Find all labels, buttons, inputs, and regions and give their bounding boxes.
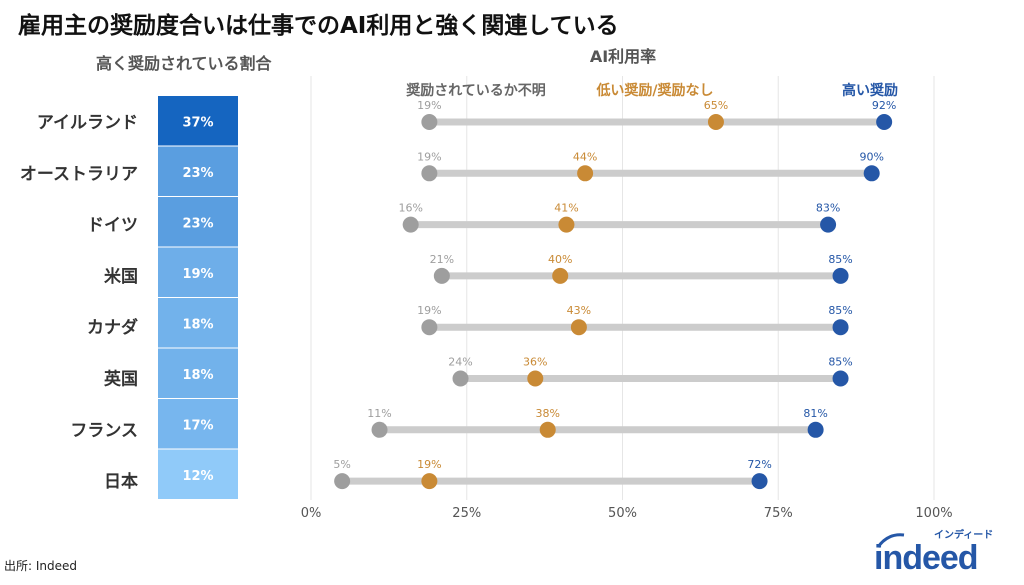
x-tick-label: 100%	[915, 506, 952, 521]
dot-label: 41%	[554, 202, 578, 215]
share-label: 17%	[182, 418, 213, 433]
share-label: 18%	[182, 317, 213, 332]
dot-unknown	[371, 421, 388, 438]
dot-label: 85%	[828, 304, 852, 317]
dot-unknown	[421, 319, 438, 336]
share-bar	[158, 348, 238, 398]
dot-low	[421, 473, 438, 490]
share-label: 19%	[182, 267, 213, 282]
dot-label: 65%	[704, 99, 728, 112]
svg-text:indeed: indeed	[874, 539, 978, 575]
dot-label: 16%	[398, 202, 422, 215]
dot-label: 21%	[430, 253, 454, 266]
left-panel-title: 高く奨励されている割合	[96, 54, 272, 73]
dot-unknown	[402, 216, 419, 233]
dot-unknown	[452, 370, 469, 387]
dot-high	[832, 267, 849, 284]
dot-low	[707, 114, 724, 130]
dot-unknown	[421, 165, 438, 182]
dot-label: 24%	[448, 356, 472, 369]
share-label: 23%	[182, 216, 213, 231]
share-bar	[158, 399, 238, 449]
legend-entry: 低い奨励/奨励なし	[595, 82, 713, 99]
category-label: カナダ	[87, 317, 138, 338]
dot-label: 72%	[747, 458, 771, 471]
dot-label: 36%	[523, 356, 547, 369]
dot-high	[820, 216, 837, 233]
dot-label: 90%	[859, 150, 883, 163]
category-label: フランス	[70, 421, 138, 441]
dot-high	[863, 165, 880, 182]
dot-unknown	[433, 267, 450, 284]
x-tick-label: 0%	[301, 506, 322, 521]
share-bar	[158, 449, 238, 499]
dot-label: 19%	[417, 304, 441, 317]
x-tick-label: 25%	[452, 506, 481, 521]
dot-high	[876, 114, 893, 130]
x-tick-label: 75%	[764, 506, 793, 521]
category-label: 米国	[104, 266, 138, 287]
dot-label: 40%	[548, 253, 572, 266]
share-label: 18%	[182, 368, 213, 383]
dot-high	[832, 370, 849, 387]
dot-label: 11%	[367, 407, 391, 420]
share-label: 12%	[182, 469, 213, 484]
dot-label: 85%	[828, 356, 852, 369]
dot-low	[552, 267, 569, 284]
dot-label: 44%	[573, 150, 597, 163]
chart-title: AI利用率	[590, 47, 656, 66]
share-bar	[158, 197, 238, 247]
dot-low	[570, 319, 587, 336]
dot-label: 38%	[536, 407, 560, 420]
category-label: ドイツ	[87, 216, 138, 236]
category-label: 英国	[104, 369, 138, 390]
share-bar	[158, 298, 238, 348]
share-bar	[158, 96, 238, 146]
category-label: アイルランド	[37, 113, 138, 133]
dot-unknown	[334, 473, 351, 490]
dot-label: 19%	[417, 150, 441, 163]
category-label: オーストラリア	[20, 164, 138, 184]
dot-label: 19%	[417, 99, 441, 112]
category-label: 日本	[104, 471, 138, 492]
dot-low	[558, 216, 575, 233]
dot-low	[527, 370, 544, 387]
source-note: 出所: Indeed	[4, 559, 78, 573]
legend-entry: 奨励されているか不明	[406, 82, 546, 99]
dot-label: 85%	[828, 253, 852, 266]
svg-text:インディード: インディード	[934, 528, 993, 541]
share-bar	[158, 146, 238, 196]
dot-low	[577, 165, 594, 182]
page-title: 雇用主の奨励度合いは仕事でのAI利用と強く関連している	[18, 13, 619, 39]
dot-label: 5%	[333, 458, 350, 471]
dot-low	[539, 421, 556, 438]
dot-unknown	[421, 114, 438, 130]
dot-label: 43%	[567, 304, 591, 317]
share-bar	[158, 247, 238, 297]
indeed-logo: indeed インディード	[874, 528, 993, 575]
x-tick-label: 50%	[608, 506, 637, 521]
dot-label: 81%	[803, 407, 827, 420]
dot-label: 92%	[872, 99, 896, 112]
dot-high	[807, 421, 824, 438]
dot-label: 83%	[816, 202, 840, 215]
legend-entry: 高い奨励	[842, 82, 898, 99]
share-label: 37%	[182, 115, 213, 130]
dot-high	[832, 319, 849, 336]
dot-high	[751, 473, 768, 490]
share-label: 23%	[182, 166, 213, 181]
dot-label: 19%	[417, 458, 441, 471]
